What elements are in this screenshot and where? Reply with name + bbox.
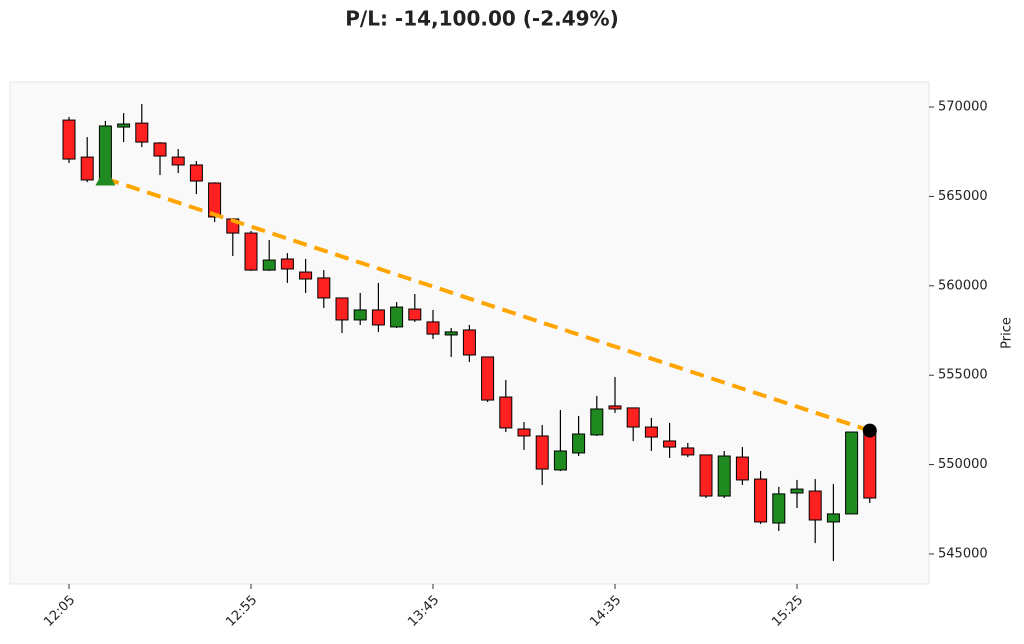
entry-marker [95, 167, 116, 186]
candle-body [117, 123, 131, 128]
candle-body [553, 450, 567, 471]
candle-body [845, 431, 859, 515]
x-tick-label: 12:05 [41, 593, 78, 630]
x-tick-label: 14:35 [587, 593, 624, 630]
candle-body [608, 405, 622, 410]
trade-line [104, 176, 871, 433]
candle-body [499, 396, 513, 429]
candle-body [590, 408, 604, 436]
candle-body [663, 440, 677, 448]
candle-body [189, 164, 203, 182]
candle-body [572, 433, 586, 454]
candle-body [444, 331, 458, 336]
candle-body [208, 182, 222, 218]
y-tick-label: 565000 [938, 189, 988, 204]
candle-body [426, 321, 440, 335]
candle-body [517, 428, 531, 437]
exit-marker [862, 423, 877, 438]
candle-body [644, 426, 658, 438]
candle-body [808, 490, 822, 521]
candle-body [62, 119, 76, 160]
candle-body [626, 407, 640, 428]
y-tick-label: 570000 [938, 100, 988, 115]
candle-body [481, 356, 495, 401]
candle-body [772, 493, 786, 524]
candle-body [681, 447, 695, 456]
candle-body [262, 259, 276, 271]
chart-title: P/L: -14,100.00 (-2.49%) [345, 7, 619, 31]
candle-body [280, 258, 294, 270]
candle-body [299, 271, 313, 280]
y-tick-label: 555000 [938, 368, 988, 383]
y-tick-label: 545000 [938, 546, 988, 561]
candle-body [535, 435, 549, 470]
candle-body [171, 156, 185, 166]
candle-body [80, 156, 94, 181]
candle-body [717, 455, 731, 497]
candle-body [826, 513, 840, 523]
candle-body [390, 306, 404, 328]
candle-body [371, 309, 385, 326]
candle-body [735, 456, 749, 481]
x-tick-label: 12:55 [223, 593, 260, 630]
candle-body [135, 122, 149, 143]
candle-body [335, 297, 349, 321]
candle-body [153, 142, 167, 157]
candle-body [317, 277, 331, 299]
x-tick-label: 15:25 [769, 593, 806, 630]
candle-body [699, 454, 713, 497]
x-tick-label: 13:45 [405, 593, 442, 630]
candle-body [462, 329, 476, 356]
y-tick-label: 560000 [938, 278, 988, 293]
candle-body [754, 478, 768, 523]
y-tick-label: 550000 [938, 457, 988, 472]
candle-body [244, 232, 258, 271]
candle-body [353, 309, 367, 321]
candle-body [863, 431, 877, 499]
candle-body [408, 308, 422, 321]
candle-body [790, 488, 804, 494]
y-axis-label: Price [1000, 317, 1015, 349]
